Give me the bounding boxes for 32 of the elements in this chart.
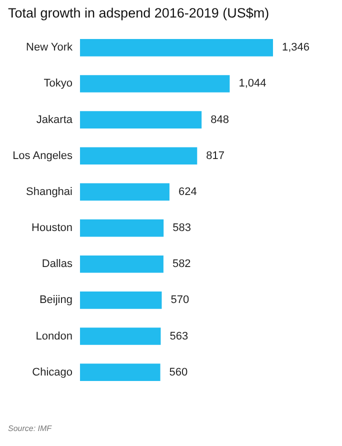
y-tick-label: Chicago xyxy=(32,366,72,378)
bar xyxy=(80,219,164,237)
bar xyxy=(80,328,161,345)
source-note: Source: IMF xyxy=(8,424,52,433)
data-label: 570 xyxy=(170,294,190,306)
data-label: 560 xyxy=(169,366,188,378)
bar xyxy=(80,39,273,56)
bar xyxy=(80,147,198,165)
bar xyxy=(80,364,160,381)
data-label: 817 xyxy=(206,150,225,162)
y-tick-label: Tokyo xyxy=(44,78,72,90)
y-tick-label: Shanghai xyxy=(26,186,72,198)
data-label: 1,346 xyxy=(282,42,310,54)
y-tick-label: Dallas xyxy=(42,258,73,270)
bar xyxy=(80,255,164,273)
data-label: 563 xyxy=(170,330,188,342)
bar xyxy=(80,75,230,92)
data-label: 583 xyxy=(172,222,191,234)
y-tick-label: London xyxy=(36,330,72,342)
y-tick-label: Los Angeles xyxy=(12,150,73,162)
data-label: 582 xyxy=(172,258,191,270)
y-tick-label: Houston xyxy=(32,222,72,234)
bar xyxy=(80,183,170,201)
bar xyxy=(80,292,162,309)
chart-title: Total growth in adspend 2016-2019 (US$m) xyxy=(8,6,270,20)
data-label: 848 xyxy=(210,114,229,126)
y-tick-label: Jakarta xyxy=(36,114,74,126)
y-tick-label: Beijing xyxy=(39,294,72,306)
y-tick-label: New York xyxy=(26,42,73,54)
data-label: 1,044 xyxy=(238,78,266,90)
data-label: 624 xyxy=(178,186,197,198)
bar xyxy=(80,111,202,128)
